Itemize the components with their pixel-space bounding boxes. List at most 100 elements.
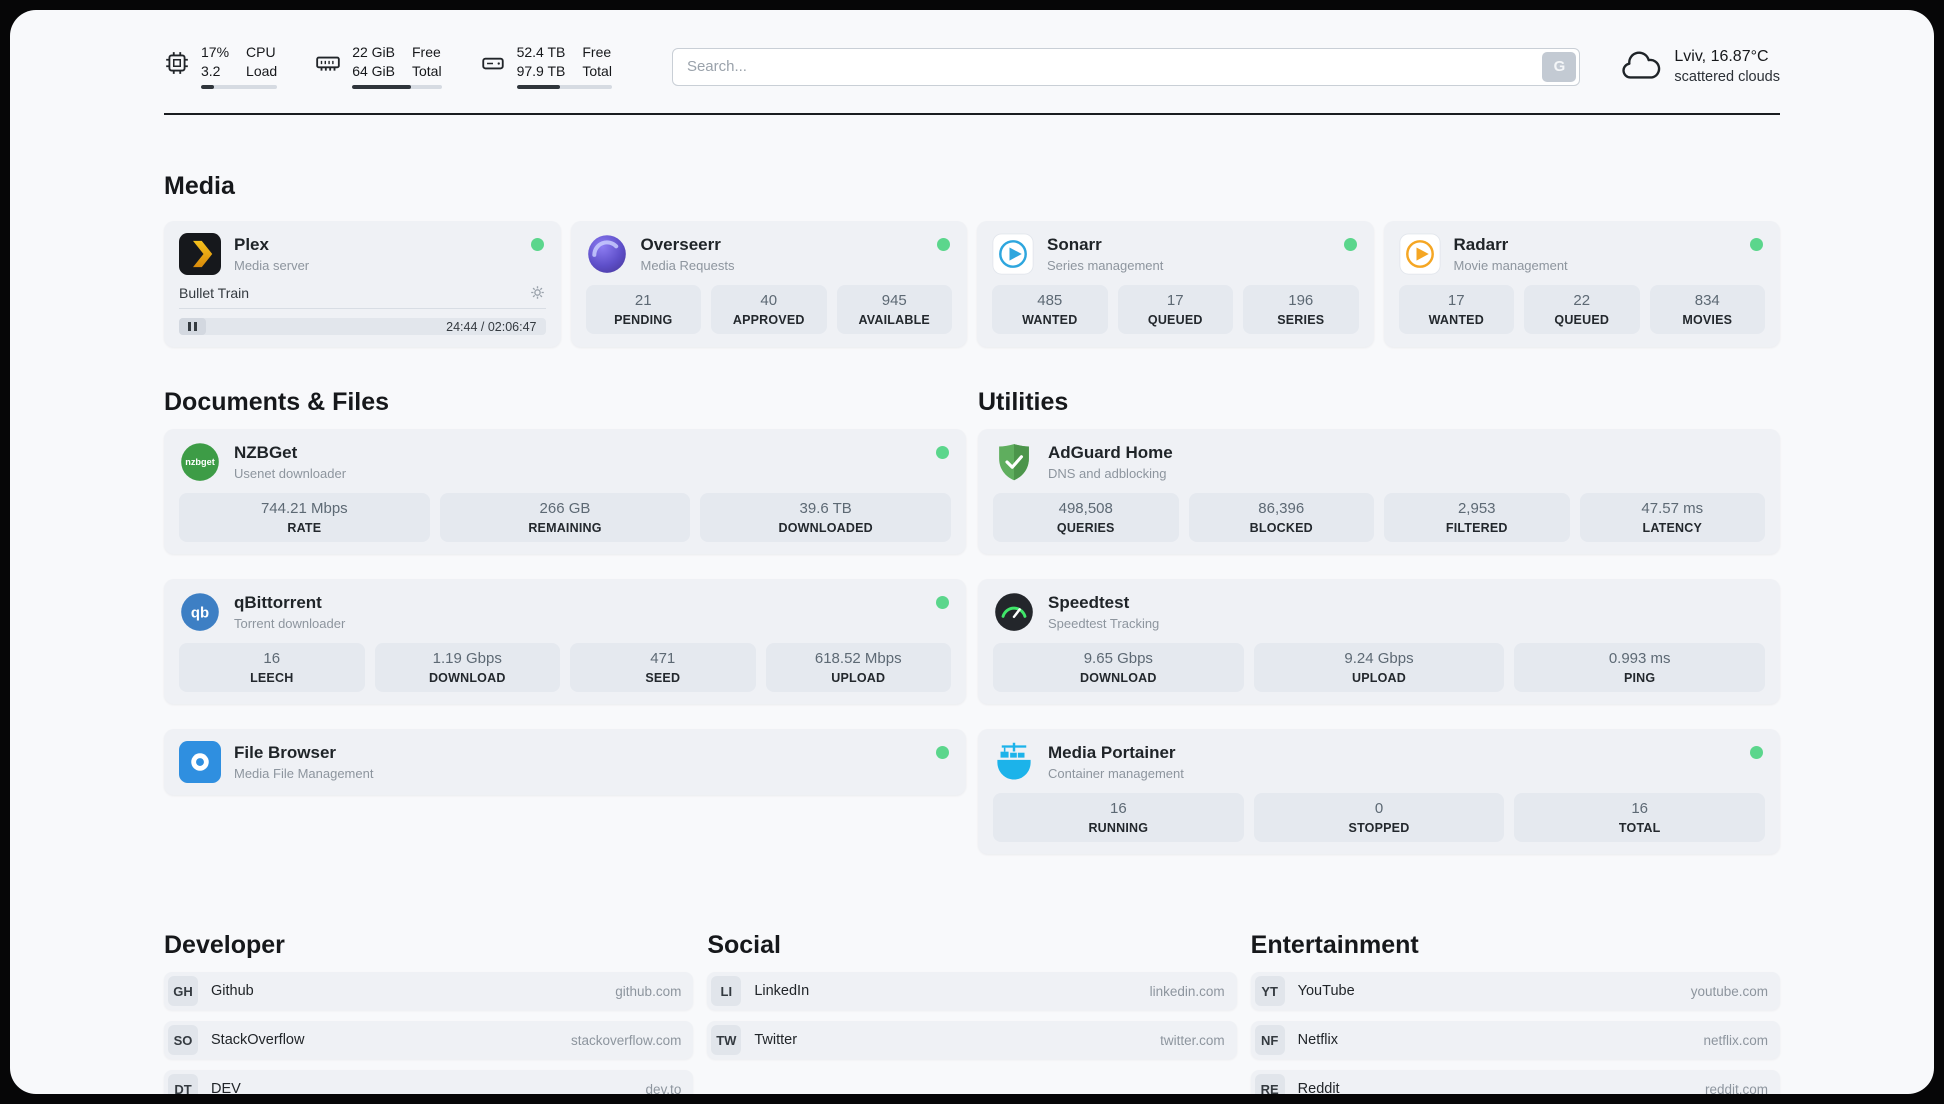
bookmark-abbr: LI bbox=[711, 976, 742, 1006]
disk-free-value: 52.4 TB bbox=[516, 44, 566, 60]
bookmark-name: YouTube bbox=[1297, 983, 1355, 999]
app-subtitle: Media File Management bbox=[234, 766, 374, 781]
disk-label-top: Free bbox=[582, 44, 612, 60]
app-subtitle: Movie management bbox=[1453, 258, 1568, 273]
disk-widget: 52.4 TB 97.9 TB Free Total bbox=[480, 44, 612, 89]
app-subtitle: Torrent downloader bbox=[234, 616, 346, 631]
app-card-speedtest[interactable]: Speedtest Speedtest Tracking 9.65 Gbps DO… bbox=[978, 579, 1780, 704]
cpu-load-value: 3.2 bbox=[201, 63, 221, 79]
app-subtitle: Container management bbox=[1048, 766, 1184, 781]
bookmark-url: twitter.com bbox=[1160, 1032, 1225, 1048]
stat-filtered: 2,953 FILTERED bbox=[1384, 493, 1570, 542]
stat-leech: 16 LEECH bbox=[179, 643, 365, 692]
app-name: Sonarr bbox=[1047, 235, 1102, 254]
app-name: Radarr bbox=[1453, 235, 1509, 254]
now-playing-title: Bullet Train bbox=[179, 284, 250, 301]
bookmark-stackoverflow[interactable]: SO StackOverflow stackoverflow.com bbox=[164, 1021, 694, 1059]
section-title-social: Social bbox=[707, 931, 781, 959]
bookmark-name: Twitter bbox=[754, 1032, 798, 1048]
bookmark-reddit[interactable]: RE Reddit reddit.com bbox=[1250, 1070, 1780, 1095]
app-subtitle: DNS and adblocking bbox=[1048, 466, 1167, 481]
bookmark-name: Github bbox=[211, 983, 254, 999]
bookmark-name: StackOverflow bbox=[211, 1032, 305, 1048]
stat-series: 196 SERIES bbox=[1243, 285, 1359, 334]
bookmark-abbr: TW bbox=[711, 1025, 742, 1055]
radarr-icon bbox=[1398, 233, 1441, 275]
search-bar: G bbox=[671, 47, 1581, 86]
status-dot bbox=[1343, 238, 1357, 251]
app-name: Media Portainer bbox=[1048, 743, 1176, 762]
stat-download: 1.19 Gbps DOWNLOAD bbox=[374, 643, 560, 692]
app-card-adguard[interactable]: AdGuard Home DNS and adblocking 498,508 Q… bbox=[978, 429, 1780, 554]
stat-download: 9.65 Gbps DOWNLOAD bbox=[993, 643, 1244, 692]
memory-icon bbox=[315, 50, 341, 76]
app-card-overseerr[interactable]: Overseerr Media Requests 21 PENDING 40 APP… bbox=[570, 221, 967, 347]
bookmark-netflix[interactable]: NF Netflix netflix.com bbox=[1250, 1021, 1780, 1059]
app-name: NZBGet bbox=[234, 443, 298, 462]
weather-widget: Lviv, 16.87°C scattered clouds bbox=[1618, 48, 1780, 85]
app-card-qbittorrent[interactable]: qb qBittorrent Torrent downloader 16 LEEC… bbox=[164, 579, 966, 704]
filebrowser-icon bbox=[179, 741, 221, 783]
bookmark-name: Netflix bbox=[1297, 1032, 1338, 1048]
stat-wanted: 485 WANTED bbox=[992, 285, 1108, 334]
stat-available: 945 AVAILABLE bbox=[836, 285, 952, 334]
status-dot bbox=[936, 596, 949, 609]
app-name: Plex bbox=[234, 235, 269, 254]
section-social: Social LI LinkedIn linkedin.com TW Twitt… bbox=[707, 930, 1237, 1059]
app-name: AdGuard Home bbox=[1048, 443, 1173, 462]
app-card-filebrowser[interactable]: File Browser Media File Management bbox=[164, 729, 966, 795]
playback-time: 24:44 / 02:06:47 bbox=[446, 319, 537, 334]
weather-condition: scattered clouds bbox=[1674, 69, 1780, 85]
app-card-sonarr[interactable]: Sonarr Series management 485 WANTED 17 QUE… bbox=[977, 221, 1374, 347]
memory-progress-bar bbox=[352, 85, 442, 89]
gear-icon[interactable] bbox=[529, 284, 546, 301]
adguard-icon bbox=[993, 441, 1035, 483]
nzbget-icon: nzbget bbox=[179, 441, 221, 483]
disk-label-bottom: Total bbox=[582, 63, 612, 79]
bookmark-linkedin[interactable]: LI LinkedIn linkedin.com bbox=[707, 972, 1237, 1010]
plex-icon bbox=[179, 233, 221, 275]
section-title-documents: Documents & Files bbox=[164, 388, 390, 416]
bookmark-url: netflix.com bbox=[1703, 1032, 1768, 1048]
weather-location-temp: Lviv, 16.87°C bbox=[1674, 48, 1769, 65]
bookmark-name: Reddit bbox=[1297, 1081, 1340, 1094]
bookmark-abbr: DT bbox=[168, 1074, 198, 1094]
stat-queued: 17 QUEUED bbox=[1117, 285, 1233, 334]
pause-icon[interactable] bbox=[179, 318, 206, 335]
top-bar: 17% 3.2 CPU Load 22 GiB bbox=[164, 44, 1780, 89]
search-provider-button[interactable]: G bbox=[1542, 51, 1577, 82]
stat-queries: 498,508 QUERIES bbox=[993, 493, 1179, 542]
bookmark-youtube[interactable]: YT YouTube youtube.com bbox=[1250, 972, 1780, 1010]
app-name: File Browser bbox=[234, 743, 337, 762]
app-card-radarr[interactable]: Radarr Movie management 17 WANTED 22 QUEUE… bbox=[1383, 221, 1780, 347]
bookmark-dev[interactable]: DT DEV dev.to bbox=[164, 1070, 694, 1095]
status-dot bbox=[936, 446, 949, 459]
dashboard-frame: 17% 3.2 CPU Load 22 GiB bbox=[10, 10, 1934, 1094]
stat-wanted: 17 WANTED bbox=[1398, 285, 1514, 334]
overseerr-icon bbox=[586, 233, 628, 275]
sonarr-icon bbox=[992, 233, 1034, 275]
cpu-label-bottom: Load bbox=[246, 63, 278, 79]
header-divider bbox=[164, 113, 1780, 115]
memory-widget: 22 GiB 64 GiB Free Total bbox=[315, 44, 442, 89]
bookmark-url: reddit.com bbox=[1704, 1081, 1768, 1095]
bookmark-name: DEV bbox=[211, 1081, 241, 1094]
playback-progress-bar[interactable]: 24:44 / 02:06:47 bbox=[179, 318, 546, 335]
bookmark-abbr: GH bbox=[168, 976, 198, 1006]
bookmark-url: dev.to bbox=[645, 1081, 682, 1095]
search-input[interactable] bbox=[671, 47, 1581, 86]
bookmark-twitter[interactable]: TW Twitter twitter.com bbox=[707, 1021, 1237, 1059]
speedtest-icon bbox=[993, 591, 1035, 633]
app-card-plex[interactable]: Plex Media server Bullet Train 24:44 / 0… bbox=[164, 221, 561, 347]
app-card-nzbget[interactable]: nzbget NZBGet Usenet downloader 744.21 M… bbox=[164, 429, 966, 554]
status-dot bbox=[936, 746, 949, 759]
qbittorrent-icon: qb bbox=[179, 591, 221, 633]
bookmark-abbr: NF bbox=[1254, 1025, 1285, 1055]
cloud-icon bbox=[1618, 51, 1662, 82]
stat-ping: 0.993 ms PING bbox=[1514, 643, 1765, 692]
bookmark-abbr: YT bbox=[1254, 976, 1285, 1006]
status-dot bbox=[1750, 746, 1763, 759]
stat-running: 16 RUNNING bbox=[993, 793, 1244, 842]
app-card-portainer[interactable]: Media Portainer Container management 16 R… bbox=[978, 729, 1780, 854]
bookmark-github[interactable]: GH Github github.com bbox=[164, 972, 694, 1010]
